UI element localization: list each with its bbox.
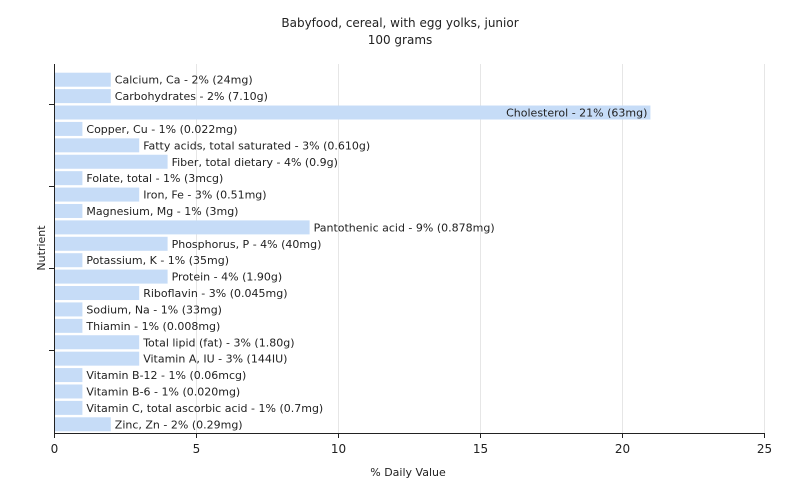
bar — [55, 72, 111, 87]
bar — [55, 417, 111, 432]
bar-label: Vitamin B-6 - 1% (0.020mg) — [86, 385, 240, 398]
bar — [55, 203, 83, 218]
x-tick-label: 25 — [757, 442, 772, 456]
x-tick-label: 20 — [615, 442, 630, 456]
bar — [55, 220, 310, 235]
bar — [55, 269, 168, 284]
bar-label: Thiamin - 1% (0.008mg) — [85, 320, 220, 333]
chart-subtitle: 100 grams — [368, 33, 433, 47]
bar-label: Folate, total - 1% (3mcg) — [86, 172, 223, 185]
bar-label: Vitamin C, total ascorbic acid - 1% (0.7… — [86, 402, 323, 415]
bar — [55, 236, 168, 251]
bar — [55, 253, 83, 268]
chart-title: Babyfood, cereal, with egg yolks, junior — [281, 16, 518, 30]
y-axis-label: Nutrient — [35, 225, 48, 271]
axes-group: 0 5 10 15 20 25 — [49, 64, 772, 456]
bar-label: Vitamin A, IU - 3% (144IU) — [143, 353, 287, 366]
bar-label: Iron, Fe - 3% (0.51mg) — [143, 189, 266, 202]
bar — [55, 138, 140, 153]
bar — [55, 318, 83, 333]
bar-label: Zinc, Zn - 2% (0.29mg) — [115, 418, 243, 431]
bar-label: Protein - 4% (1.90g) — [172, 271, 283, 284]
bar-label: Total lipid (fat) - 3% (1.80g) — [142, 336, 294, 349]
bar-label: Phosphorus, P - 4% (40mg) — [172, 238, 322, 251]
bar — [55, 351, 140, 366]
bar — [55, 335, 140, 350]
grid-lines — [196, 64, 765, 433]
bar-label: Magnesium, Mg - 1% (3mg) — [86, 205, 238, 218]
bar-label: Sodium, Na - 1% (33mg) — [86, 303, 222, 316]
bar — [55, 187, 140, 202]
bar-label: Cholesterol - 21% (63mg) — [506, 107, 647, 120]
x-tick-label: 0 — [51, 442, 59, 456]
bar — [55, 400, 83, 415]
bar — [55, 171, 83, 186]
bar — [55, 384, 83, 399]
bar-label: Potassium, K - 1% (35mg) — [86, 254, 229, 267]
x-tick-label: 10 — [331, 442, 346, 456]
bar-label: Fiber, total dietary - 4% (0.9g) — [172, 156, 338, 169]
x-tick-label: 15 — [473, 442, 488, 456]
bar-label: Fatty acids, total saturated - 3% (0.610… — [143, 139, 370, 152]
bar-label: Vitamin B-12 - 1% (0.06mcg) — [86, 369, 246, 382]
bar — [55, 286, 140, 301]
bar-label: Carbohydrates - 2% (7.10g) — [115, 90, 268, 103]
bar-label: Copper, Cu - 1% (0.022mg) — [86, 123, 237, 136]
bar — [55, 89, 111, 104]
bar — [55, 105, 651, 120]
bar — [55, 368, 83, 383]
x-tick-label: 5 — [193, 442, 201, 456]
x-axis-label: % Daily Value — [370, 466, 446, 479]
bar-label: Pantothenic acid - 9% (0.878mg) — [314, 221, 495, 234]
bar — [55, 121, 83, 136]
bar — [55, 154, 168, 169]
bar-label: Calcium, Ca - 2% (24mg) — [115, 74, 253, 87]
bar-label: Riboflavin - 3% (0.045mg) — [143, 287, 287, 300]
bars-group: Calcium, Ca - 2% (24mg) Carbohydrates - 2… — [55, 72, 651, 432]
bar — [55, 302, 83, 317]
